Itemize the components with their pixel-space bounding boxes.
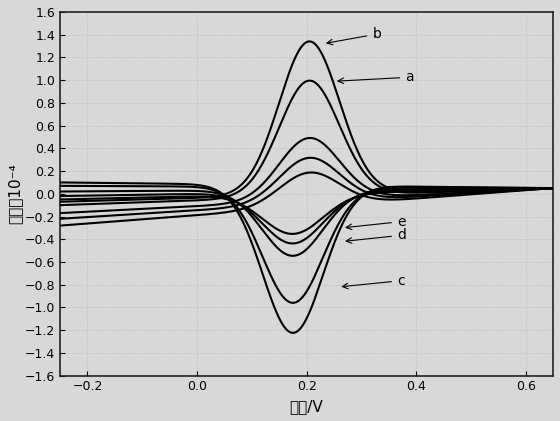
Y-axis label: 电流／10⁻⁴: 电流／10⁻⁴ [7,163,22,224]
Text: e: e [346,215,405,229]
Text: d: d [346,228,406,243]
Text: a: a [338,70,414,84]
Text: c: c [342,274,404,289]
X-axis label: 电压/V: 电压/V [290,399,324,414]
Text: b: b [327,27,381,45]
